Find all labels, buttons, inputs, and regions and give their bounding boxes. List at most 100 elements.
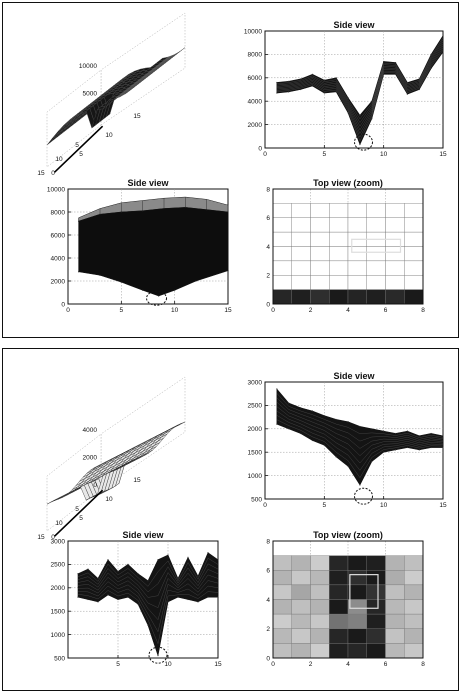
data-point-lower <box>276 92 278 94</box>
minimum-pointer <box>54 125 104 173</box>
heatmap-cell <box>366 275 386 290</box>
data-point-bottom <box>158 295 160 297</box>
data-point-lower <box>127 596 129 598</box>
minimum-marker <box>146 290 168 306</box>
y-tick-label: 500 <box>54 655 65 662</box>
heatmap-cell <box>385 203 405 218</box>
heatmap-cell <box>366 613 386 629</box>
x-tick-label: 6 <box>384 661 388 668</box>
data-point-upper <box>300 78 302 80</box>
heatmap-cell <box>404 628 424 644</box>
heatmap-cell <box>329 584 349 600</box>
heatmap-cell <box>329 643 349 659</box>
data-point-upper <box>323 79 325 81</box>
heatmap-cell <box>404 599 424 615</box>
data-point-lower <box>77 596 79 598</box>
data-point-upper <box>276 388 278 390</box>
data-point-lower <box>442 51 444 53</box>
heatmap-cell <box>329 246 349 262</box>
heatmap-cell <box>272 231 292 247</box>
data-point-upper <box>177 577 179 580</box>
data-point-upper <box>430 432 432 435</box>
data-point-lower <box>394 73 397 75</box>
y-tick-label: 6 <box>266 215 270 222</box>
data-point-upper <box>77 573 79 575</box>
zoom-region-box <box>349 574 379 609</box>
heatmap-cell <box>347 643 367 659</box>
y-tick-label: 4000 <box>51 255 66 262</box>
heatmap-cell <box>329 628 349 644</box>
data-point-top <box>184 206 186 208</box>
series-trace <box>276 49 444 142</box>
series-trace <box>276 406 444 456</box>
y-tick-label: 0 <box>266 301 270 308</box>
data-point-lower <box>323 92 325 94</box>
heatmap-cell <box>272 289 292 305</box>
data-point-upper <box>288 402 290 404</box>
y-tick-label: 2000 <box>248 426 263 433</box>
heatmap-cell <box>291 570 311 586</box>
data-point-upper <box>107 559 109 561</box>
y-tick-label: 10000 <box>47 186 65 193</box>
heatmap-cell <box>291 231 311 247</box>
heatmap-cell <box>310 570 330 586</box>
heatmap-cell <box>404 570 424 586</box>
x-tick-label: 10 <box>164 661 172 668</box>
data-point-upper <box>300 407 302 409</box>
y-tick-label: 1000 <box>51 632 66 639</box>
heatmap-cell <box>291 555 311 571</box>
heatmap-cell <box>329 289 349 305</box>
data-point-upper <box>147 580 149 582</box>
z-tick-label: 0 <box>93 482 97 489</box>
series-trace <box>276 402 444 449</box>
x-tick-label: 10 <box>380 151 388 158</box>
data-point-bottom <box>227 270 229 272</box>
heatmap-cell <box>272 613 292 629</box>
y-tick-label: 10 <box>105 132 113 139</box>
heatmap-cell <box>366 555 386 571</box>
y-tick-label: 4000 <box>248 99 263 106</box>
data-point-lower <box>276 423 278 425</box>
data-point-upper <box>383 60 385 63</box>
series-trace <box>276 397 444 442</box>
y-tick-label: 0 <box>258 145 262 152</box>
subplot-3: 5 10 15 500 1000 1500 2000 2500 3000 Side view <box>51 530 222 668</box>
heatmap-cell <box>329 231 349 247</box>
data-point-bottom <box>142 289 144 291</box>
heatmap-cell <box>385 246 405 262</box>
series-trace <box>276 47 444 138</box>
heatmap-cell <box>347 599 367 615</box>
subplot-3: 0 5 10 15 0 2000 4000 6000 8000 10000 Side view <box>47 178 232 314</box>
heatmap-cell <box>404 289 424 305</box>
subplot-2: 0 5 10 15 0 2000 4000 6000 8000 10000 Side view <box>244 20 447 158</box>
subplot-4: 0 2 4 6 8 0 2 4 6 8 Top view (zoom) <box>266 530 425 668</box>
minimum-pointer <box>54 489 104 537</box>
surface-facet <box>125 86 135 94</box>
x-tick-label: 8 <box>421 307 425 314</box>
data-point-lower <box>217 596 219 598</box>
data-point-upper <box>335 418 337 421</box>
y-tick-label: 8 <box>266 186 270 193</box>
series-trace <box>276 37 444 120</box>
z-tick-label: 5000 <box>83 91 98 98</box>
x-tick-label: 10 <box>171 307 179 314</box>
data-point-lower <box>418 88 420 91</box>
data-point-upper <box>394 432 397 435</box>
series-trace <box>77 590 219 645</box>
x-tick-label: 15 <box>214 661 222 668</box>
series-trace <box>77 585 219 633</box>
data-point-top <box>99 213 101 215</box>
x-tick-label: 15 <box>37 534 45 541</box>
data-point-lower <box>117 598 119 601</box>
heatmap-cell <box>347 628 367 644</box>
heatmap-cell <box>404 203 424 218</box>
data-point-lower <box>311 85 314 87</box>
heatmap-cell <box>385 570 405 586</box>
y-tick-label: 0 <box>61 301 65 308</box>
data-point-lower <box>288 428 290 430</box>
y-tick-label: 2 <box>266 626 270 633</box>
x-tick-label: 15 <box>439 151 447 158</box>
heatmap-cell <box>272 555 292 571</box>
y-tick-label: 2000 <box>51 278 66 285</box>
